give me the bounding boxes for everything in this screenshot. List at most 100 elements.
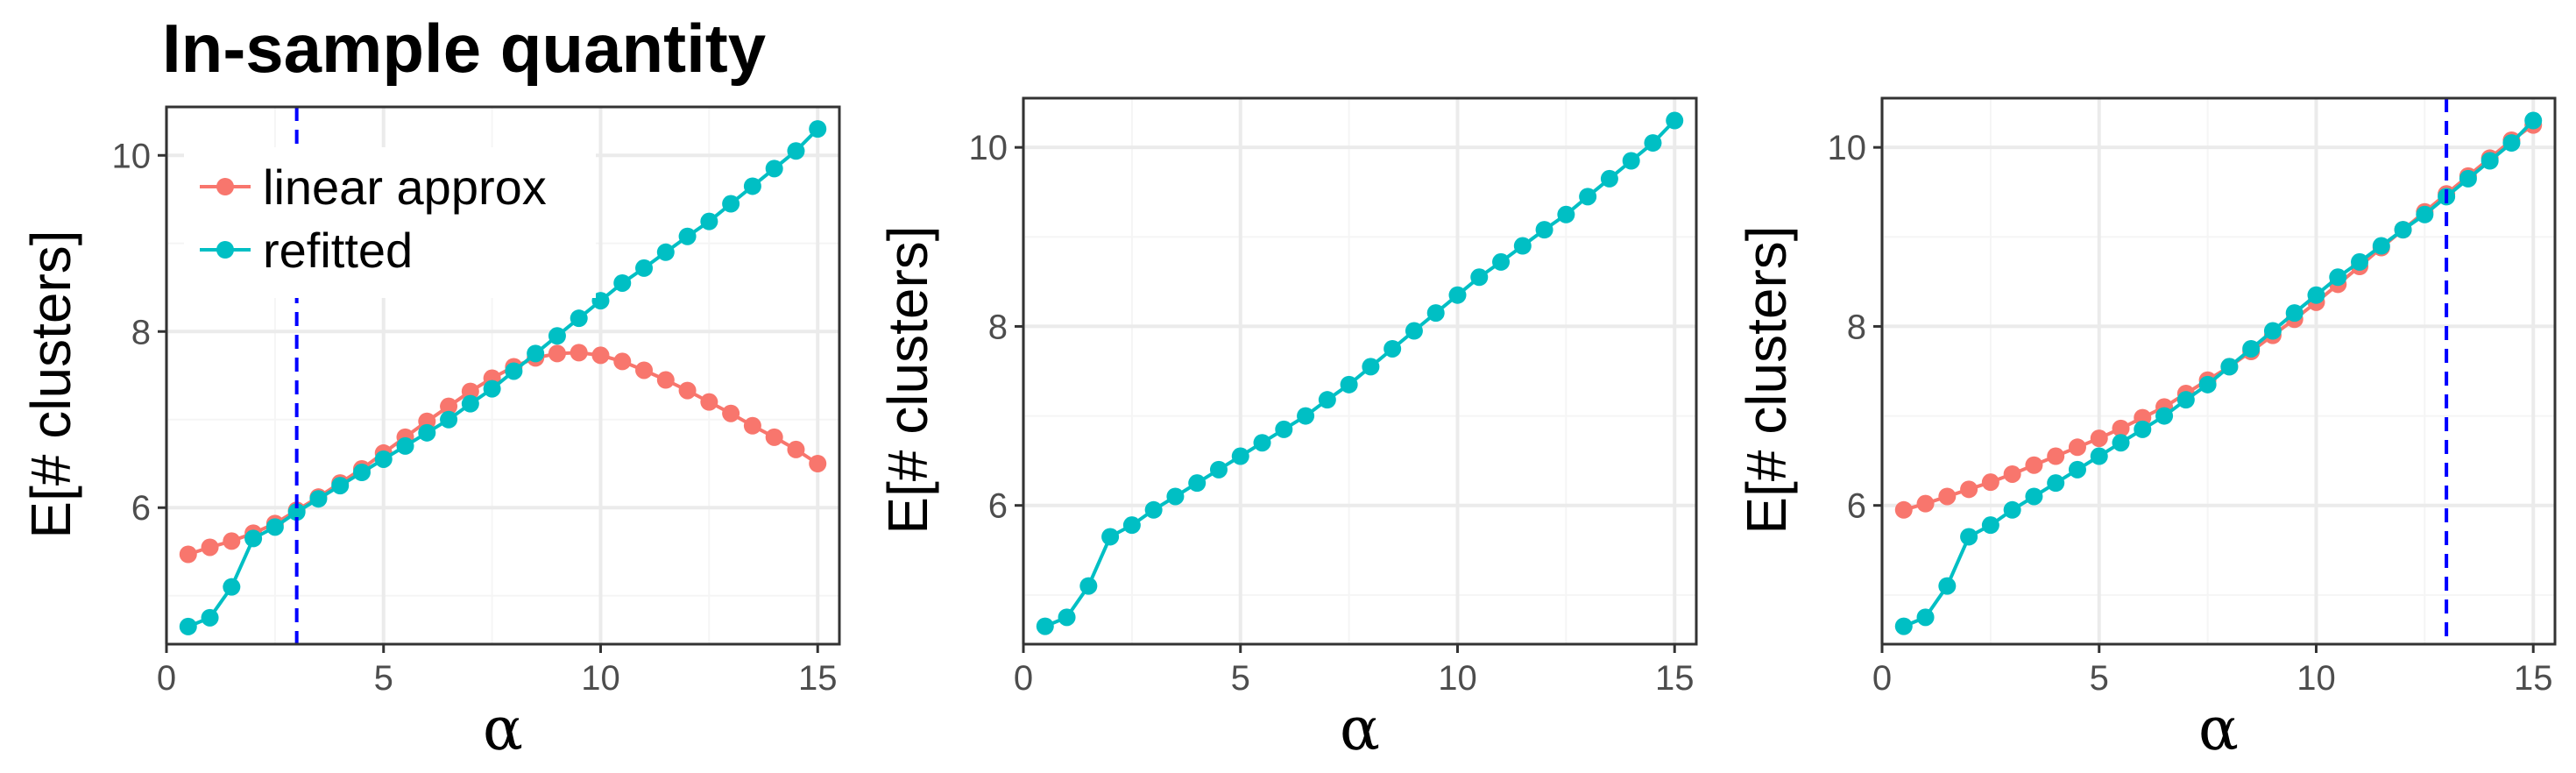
- data-point-refitted: [352, 464, 371, 482]
- y-tick-label: 6: [131, 489, 151, 528]
- data-point-linear: [700, 393, 718, 411]
- data-point-refitted: [440, 410, 458, 429]
- data-point-linear: [678, 381, 697, 400]
- data-point-refitted: [2198, 375, 2217, 394]
- data-point-refitted: [1513, 237, 1532, 255]
- data-point-linear: [1894, 500, 1913, 519]
- x-tick-label: 5: [1231, 659, 1250, 698]
- data-point-linear: [743, 416, 761, 435]
- data-point-linear: [201, 538, 219, 557]
- x-tick-label: 10: [2296, 659, 2336, 698]
- data-point-linear: [1938, 487, 1957, 506]
- panel-background: [1023, 98, 1696, 644]
- data-point-refitted: [635, 259, 654, 277]
- x-tick-label: 0: [157, 659, 176, 698]
- data-point-refitted: [2134, 420, 2152, 438]
- data-point-linear: [2047, 447, 2065, 465]
- legend: linear approx refitted: [184, 147, 596, 298]
- data-point-refitted: [2524, 111, 2543, 130]
- data-point-refitted: [765, 160, 783, 178]
- data-point-refitted: [223, 578, 241, 596]
- data-point-refitted: [1079, 577, 1098, 595]
- x-tick-label: 10: [581, 659, 620, 698]
- data-point-linear: [440, 397, 458, 415]
- data-point-refitted: [1275, 420, 1293, 438]
- data-point-refitted: [809, 120, 827, 138]
- data-point-refitted: [1297, 407, 1315, 425]
- y-tick-label: 8: [1847, 308, 1866, 346]
- data-point-refitted: [1405, 322, 1423, 340]
- x-axis-title: α: [483, 695, 523, 764]
- data-point-refitted: [548, 327, 566, 345]
- data-point-linear: [1916, 494, 1935, 513]
- data-point-refitted: [2090, 447, 2108, 465]
- data-point-refitted: [1209, 460, 1228, 479]
- data-point-linear: [591, 346, 610, 365]
- data-point-refitted: [2263, 322, 2282, 340]
- data-point-refitted: [1231, 447, 1249, 465]
- y-tick-label: 10: [112, 137, 152, 175]
- data-point-refitted: [2285, 304, 2304, 323]
- x-tick-label: 0: [1014, 659, 1033, 698]
- data-point-linear: [2112, 419, 2130, 437]
- data-point-refitted: [2351, 252, 2369, 271]
- data-point-refitted: [265, 518, 284, 536]
- x-tick-label: 5: [374, 659, 393, 698]
- data-point-linear: [613, 352, 632, 371]
- x-tick-label: 0: [1872, 659, 1892, 698]
- data-point-refitted: [570, 309, 588, 328]
- data-point-refitted: [2502, 134, 2521, 152]
- data-point-refitted: [1058, 608, 1076, 627]
- data-point-refitted: [1894, 617, 1913, 635]
- x-axis-title: α: [1340, 695, 1380, 764]
- legend-background: [184, 147, 596, 298]
- data-point-refitted: [1253, 434, 1271, 452]
- data-point-linear: [570, 344, 588, 362]
- data-point-refitted: [1036, 617, 1054, 635]
- data-point-refitted: [1557, 205, 1575, 223]
- data-point-refitted: [2068, 460, 2086, 479]
- panel-background: [1882, 98, 2555, 644]
- panel-border: [165, 105, 841, 646]
- data-point-linear: [787, 440, 805, 458]
- data-point-refitted: [1470, 268, 1489, 287]
- data-point-refitted: [1448, 286, 1467, 304]
- x-tick-label: 15: [1655, 659, 1695, 698]
- data-point-linear: [809, 454, 827, 472]
- data-point-refitted: [1166, 487, 1185, 506]
- data-point-refitted: [1101, 528, 1120, 546]
- legend-linear-key-point: [216, 178, 234, 195]
- data-point-refitted: [1122, 516, 1141, 535]
- data-point-refitted: [613, 273, 632, 292]
- data-point-refitted: [331, 477, 350, 495]
- data-point-refitted: [2372, 237, 2390, 255]
- data-point-refitted: [2242, 339, 2261, 358]
- data-point-refitted: [2047, 474, 2065, 493]
- data-point-refitted: [1188, 474, 1207, 493]
- panel-right: 0 5 10 15 6 8 10 α E[# clusters]: [1735, 96, 2557, 764]
- data-point-refitted: [2025, 487, 2043, 506]
- data-point-refitted: [2155, 407, 2174, 425]
- data-point-linear: [2025, 456, 2043, 474]
- data-point-refitted: [1960, 528, 1978, 546]
- data-point-refitted: [527, 344, 545, 363]
- data-point-refitted: [396, 436, 414, 455]
- y-tick-label: 6: [1847, 487, 1866, 526]
- data-point-refitted: [1938, 577, 1957, 595]
- panel-border: [1880, 96, 2557, 646]
- data-point-refitted: [678, 227, 697, 245]
- data-point-refitted: [374, 450, 393, 468]
- data-point-refitted: [1144, 500, 1163, 519]
- data-point-refitted: [505, 362, 523, 380]
- data-point-linear: [2003, 465, 2021, 483]
- figure-title: In-sample quantity: [162, 10, 766, 87]
- data-point-linear: [1981, 473, 1999, 492]
- data-point-refitted: [1644, 134, 1662, 152]
- y-axis-title: E[# clusters]: [19, 230, 82, 538]
- data-point-refitted: [2394, 221, 2412, 239]
- data-point-refitted: [2307, 286, 2325, 304]
- data-point-linear: [1960, 480, 1978, 499]
- data-point-linear: [722, 404, 740, 422]
- data-point-refitted: [1579, 188, 1597, 206]
- data-point-refitted: [722, 195, 740, 213]
